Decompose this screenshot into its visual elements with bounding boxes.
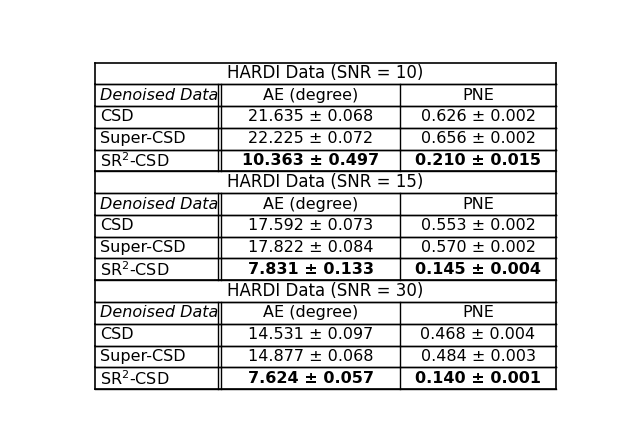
Text: CSD: CSD [100,327,134,342]
Text: CSD: CSD [100,218,134,233]
Text: PNE: PNE [462,305,494,320]
Text: CSD: CSD [100,109,134,125]
Text: SR$^2$-CSD: SR$^2$-CSD [100,369,170,388]
Text: SR$^2$-CSD: SR$^2$-CSD [100,260,170,279]
Text: 0.140 ± 0.001: 0.140 ± 0.001 [415,371,541,386]
Text: 17.592 ± 0.073: 17.592 ± 0.073 [248,218,373,233]
Text: 14.531 ± 0.097: 14.531 ± 0.097 [248,327,373,342]
Text: SR$^2$-CSD: SR$^2$-CSD [100,151,170,170]
Text: 17.822 ± 0.084: 17.822 ± 0.084 [248,240,373,255]
Text: Denoised Data: Denoised Data [100,197,218,212]
Text: AE (degree): AE (degree) [263,88,358,103]
Text: 14.877 ± 0.068: 14.877 ± 0.068 [248,349,373,364]
Text: 22.225 ± 0.072: 22.225 ± 0.072 [248,131,373,146]
Text: AE (degree): AE (degree) [263,305,358,320]
Text: Super-CSD: Super-CSD [100,131,186,146]
Text: HARDI Data (SNR = 15): HARDI Data (SNR = 15) [227,173,424,191]
Text: 0.553 ± 0.002: 0.553 ± 0.002 [420,218,536,233]
Text: Denoised Data: Denoised Data [100,88,218,103]
Text: 0.145 ± 0.004: 0.145 ± 0.004 [415,262,541,277]
Text: 7.624 ± 0.057: 7.624 ± 0.057 [248,371,374,386]
Text: 0.210 ± 0.015: 0.210 ± 0.015 [415,153,541,168]
Text: 0.570 ± 0.002: 0.570 ± 0.002 [420,240,536,255]
Text: 0.468 ± 0.004: 0.468 ± 0.004 [420,327,536,342]
Text: 10.363 ± 0.497: 10.363 ± 0.497 [242,153,380,168]
Text: 21.635 ± 0.068: 21.635 ± 0.068 [248,109,373,125]
Text: 0.656 ± 0.002: 0.656 ± 0.002 [420,131,536,146]
Text: 0.626 ± 0.002: 0.626 ± 0.002 [420,109,536,125]
Text: 7.831 ± 0.133: 7.831 ± 0.133 [248,262,374,277]
Text: Super-CSD: Super-CSD [100,349,186,364]
Text: HARDI Data (SNR = 30): HARDI Data (SNR = 30) [227,282,424,300]
Text: PNE: PNE [462,197,494,212]
Text: Denoised Data: Denoised Data [100,305,218,320]
Text: Super-CSD: Super-CSD [100,240,186,255]
Text: 0.484 ± 0.003: 0.484 ± 0.003 [420,349,536,364]
Text: HARDI Data (SNR = 10): HARDI Data (SNR = 10) [227,64,424,83]
Text: PNE: PNE [462,88,494,103]
Text: AE (degree): AE (degree) [263,197,358,212]
